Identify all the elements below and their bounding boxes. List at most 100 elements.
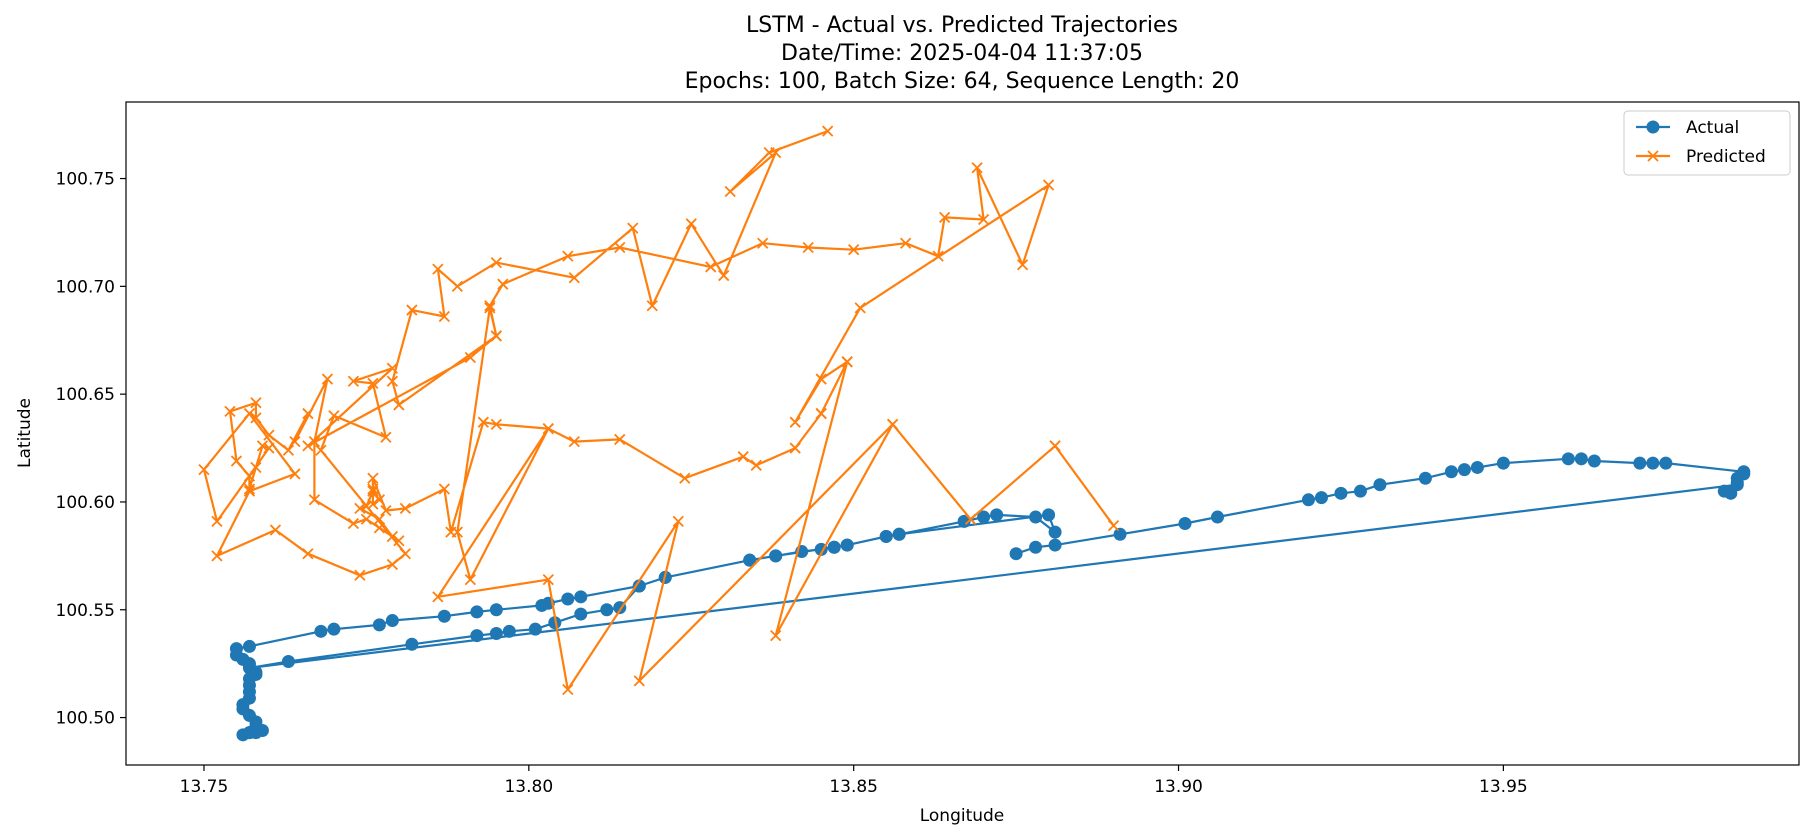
actual-point: [535, 598, 549, 612]
actual-point: [977, 510, 991, 524]
actual-point: [470, 629, 484, 643]
predicted-point: [308, 435, 321, 448]
predicted-point: [718, 269, 730, 282]
predicted-point: [789, 442, 801, 454]
x-tick-label: 13.75: [180, 777, 229, 797]
predicted-point: [672, 515, 684, 527]
actual-point: [1659, 456, 1673, 470]
predicted-point: [971, 162, 983, 174]
predicted-point: [1107, 520, 1120, 532]
predicted-point: [386, 362, 399, 374]
predicted-point: [822, 125, 834, 137]
predicted-point: [848, 244, 860, 256]
predicted-point: [542, 423, 554, 435]
y-axis: 100.50 100.55 100.60 100.65 100.70 100.75: [56, 170, 126, 729]
actual-point: [281, 655, 295, 669]
actual-point: [892, 527, 906, 541]
y-axis-label: Latitude: [15, 398, 35, 468]
predicted-point: [490, 418, 502, 430]
predicted-point: [490, 330, 502, 342]
actual-point: [743, 553, 757, 567]
actual-point: [1646, 456, 1660, 470]
predicted-point: [484, 300, 496, 312]
predicted-point: [685, 218, 697, 230]
predicted-point: [1042, 179, 1055, 191]
x-tick-label: 13.95: [1479, 777, 1528, 797]
predicted-point: [477, 416, 489, 428]
actual-point: [1574, 452, 1588, 466]
predicted-point: [230, 455, 243, 467]
actual-point: [1048, 525, 1062, 539]
actual-point: [1587, 454, 1601, 468]
predicted-point: [770, 629, 782, 642]
predicted-point: [399, 502, 412, 515]
predicted-point: [367, 485, 379, 497]
actual-point: [600, 603, 614, 617]
predicted-point: [347, 517, 360, 530]
actual-point: [470, 605, 484, 619]
predicted-point: [770, 147, 782, 159]
title-line-1: LSTM - Actual vs. Predicted Trajectories: [746, 13, 1178, 38]
actual-point: [385, 614, 399, 628]
predicted-point: [289, 468, 301, 480]
actual-point: [1029, 540, 1043, 554]
predicted-point: [977, 213, 990, 226]
actual-point: [1211, 510, 1225, 524]
predicted-point: [438, 483, 450, 495]
actual-point: [840, 538, 854, 552]
predicted-point: [302, 407, 314, 420]
predicted-point: [347, 375, 360, 387]
predicted-point: [900, 237, 912, 249]
predicted-point: [1016, 259, 1029, 271]
predicted-point: [406, 304, 418, 316]
actual-point: [372, 618, 386, 632]
predicted-point: [243, 485, 256, 497]
x-axis: 13.75 13.80 13.85 13.90 13.95: [180, 765, 1528, 797]
predicted-point: [887, 418, 899, 430]
actual-point: [437, 609, 451, 623]
predicted-point: [614, 241, 626, 254]
predicted-point: [367, 483, 379, 495]
actual-point: [769, 549, 783, 563]
actual-point: [502, 624, 516, 638]
actual-point: [990, 508, 1004, 522]
predicted-point: [198, 463, 210, 476]
predicted-point: [386, 558, 399, 571]
actual-point: [1178, 517, 1192, 531]
actual-point: [574, 590, 588, 604]
actual-point: [327, 622, 341, 636]
predicted-point: [243, 407, 256, 420]
predicted-point: [614, 433, 626, 446]
predicted-point: [932, 250, 944, 262]
predicted-point: [354, 502, 366, 515]
legend-predicted-label: Predicted: [1686, 147, 1766, 167]
predicted-point: [243, 483, 256, 495]
actual-point: [405, 637, 419, 651]
x-tick-label: 13.85: [829, 777, 878, 797]
x-axis-label: Longitude: [920, 806, 1005, 826]
actual-point: [528, 622, 542, 636]
predicted-point: [854, 302, 866, 314]
predicted-point: [211, 515, 223, 527]
actual-point: [1561, 452, 1575, 466]
predicted-point: [393, 535, 405, 547]
series-layer: [198, 125, 1751, 742]
predicted-point: [757, 237, 769, 249]
actual-point: [548, 616, 562, 630]
predicted-point: [568, 272, 580, 284]
actual-point: [957, 514, 971, 528]
actual-point: [1470, 460, 1484, 474]
actual-point: [1496, 456, 1510, 470]
predicted-point: [705, 261, 717, 273]
predicted-point: [484, 302, 496, 314]
title-line-2: Date/Time: 2025-04-04 11:37:05: [781, 41, 1143, 66]
actual-point: [1730, 478, 1744, 492]
y-tick-label: 100.55: [56, 601, 115, 621]
predicted-point: [380, 504, 392, 517]
predicted-point: [633, 675, 645, 687]
predicted-point: [789, 416, 801, 428]
predicted-point: [263, 429, 275, 441]
predicted-point: [679, 472, 691, 484]
predicted-point: [802, 241, 814, 254]
predicted-point: [282, 444, 295, 456]
